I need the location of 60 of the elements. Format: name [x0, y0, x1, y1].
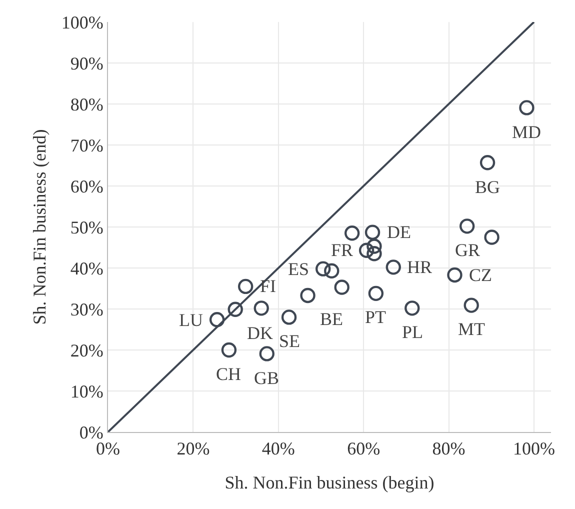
annotation: LU [179, 310, 203, 330]
point [316, 261, 331, 276]
annotation: FI [260, 276, 276, 296]
point [447, 267, 462, 283]
annotation: PL [402, 322, 424, 342]
x-tick-label: 100% [512, 438, 555, 459]
annotation: MT [458, 319, 486, 339]
x-axis-title: Sh. Non.Fin business (begin) [224, 472, 434, 493]
point [368, 286, 384, 302]
annotation: FR [331, 240, 354, 260]
x-tick-label: 60% [347, 438, 380, 459]
y-tick-label: 80% [70, 94, 104, 114]
annotation: DK [247, 323, 273, 343]
point [221, 342, 237, 358]
annotation: MD [512, 122, 542, 142]
annotation: GB [254, 368, 280, 388]
point [209, 312, 225, 328]
y-tick-label: 90% [70, 53, 104, 74]
point [344, 226, 360, 241]
y-tick-label: 10% [70, 381, 104, 402]
y-tick-label: 50% [70, 217, 104, 238]
annotation: SE [279, 331, 300, 351]
point [358, 242, 374, 258]
annotation: ES [288, 259, 310, 279]
point [254, 300, 269, 316]
annotation: BE [320, 309, 344, 329]
y-tick-label: 60% [70, 176, 104, 196]
point [404, 300, 420, 316]
point [480, 155, 496, 170]
annotation: BG [475, 177, 500, 197]
annotation: CZ [469, 265, 492, 285]
point [281, 310, 297, 325]
point [364, 224, 380, 240]
point [259, 346, 274, 362]
annotation: HR [407, 257, 432, 277]
point [238, 278, 254, 294]
x-tick-label: 40% [262, 438, 295, 459]
annotation: GR [455, 240, 480, 260]
point [324, 263, 340, 278]
point [484, 230, 500, 245]
point [300, 288, 316, 304]
point [366, 246, 382, 262]
annotation: CH [216, 364, 242, 384]
y-tick-label: 20% [70, 340, 104, 360]
point [459, 218, 475, 234]
y-tick-label: 70% [70, 135, 104, 156]
x-tick-label: 80% [432, 438, 466, 459]
point [228, 302, 243, 318]
point [519, 100, 534, 116]
y-tick-label: 100% [61, 12, 104, 32]
annotation: PT [365, 307, 386, 327]
y-axis-title: Sh. Non.Fin business (end) [30, 129, 50, 325]
y-tick-label: 40% [70, 258, 104, 278]
x-tick-label: 20% [176, 438, 210, 459]
y-tick-label: 30% [70, 299, 104, 320]
point [334, 280, 350, 295]
point [386, 260, 401, 275]
annotation: DE [387, 222, 411, 242]
point [366, 238, 382, 254]
point [464, 298, 479, 313]
